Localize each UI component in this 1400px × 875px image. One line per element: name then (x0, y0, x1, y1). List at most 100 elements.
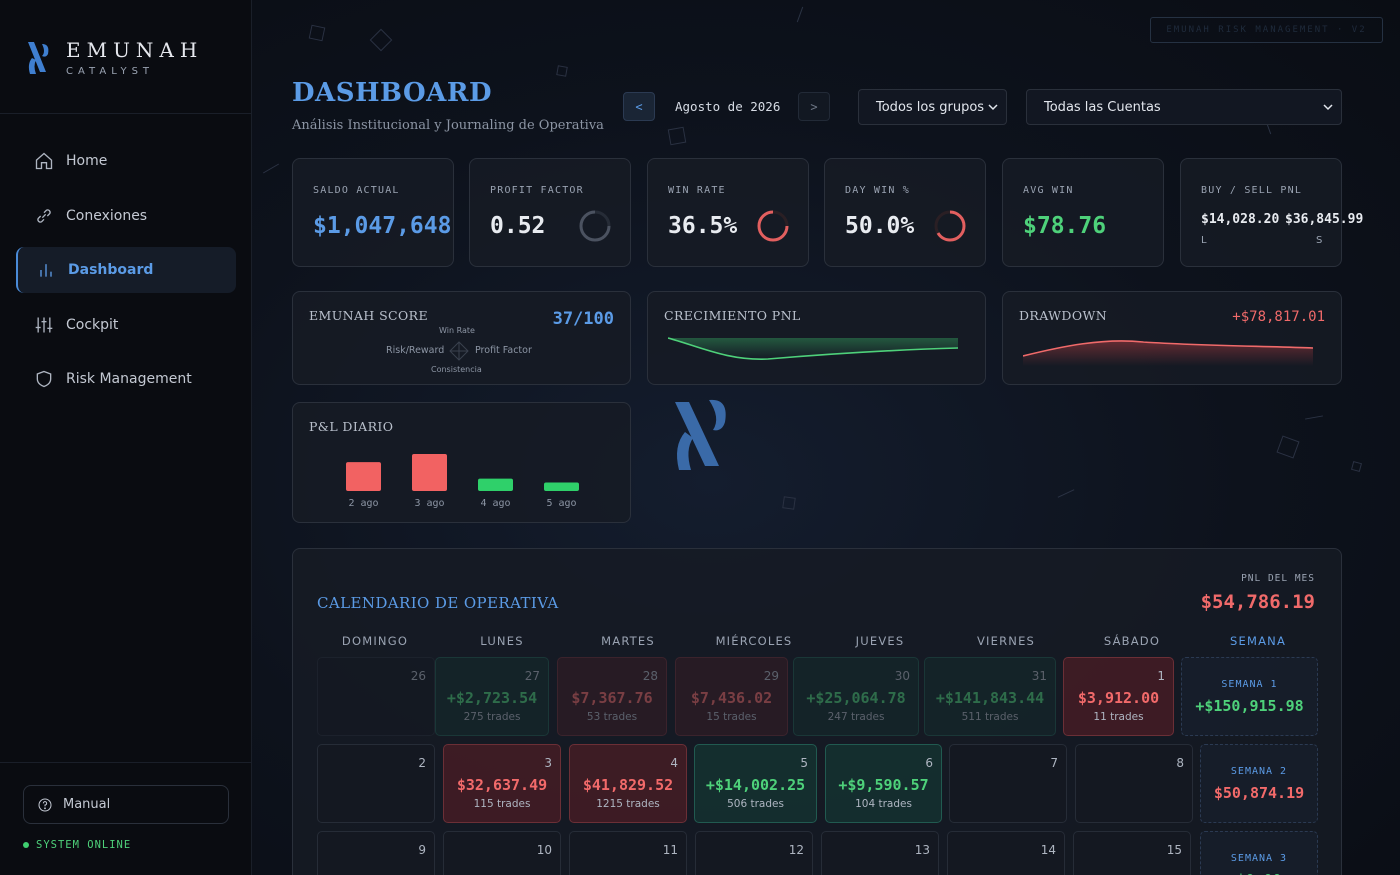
kpi-value: 0.52 (490, 213, 546, 239)
calendar-day[interactable]: 7 (949, 744, 1067, 823)
calendar-day-trades: 115 trades (473, 798, 531, 810)
calendar-day-pnl: $3,912.00 (1077, 689, 1160, 707)
week-summary: SEMANA 1 +$150,915.98 (1181, 657, 1318, 736)
week-summary-label: SEMANA 2 (1230, 766, 1288, 777)
kpi-card-avg-win: AVG WIN $78.76 (1002, 158, 1164, 267)
radar-chart (449, 341, 469, 361)
drawdown-sparkline (1023, 340, 1314, 366)
calendar-day-number: 12 (788, 843, 804, 857)
calendar-day-pnl: $32,637.49 (456, 776, 548, 794)
sidebar-item-label: Cockpit (66, 316, 119, 333)
calendar-day-trades: 104 trades (855, 798, 912, 810)
sidebar-item-risk-management[interactable]: Risk Management (16, 356, 236, 402)
calendar-day-trades: 247 trades (827, 711, 885, 723)
next-month-button[interactable]: > (798, 92, 830, 121)
calendar-day-number: 28 (642, 669, 658, 683)
background-decoration (1350, 460, 1363, 473)
calendar-day[interactable]: 14 (947, 831, 1065, 875)
calendar-day-number: 3 (544, 756, 552, 770)
bar-chart-icon (40, 264, 52, 277)
calendar-day[interactable]: 15 (1073, 831, 1191, 875)
calendar-day[interactable]: 9 (317, 831, 435, 875)
accounts-select[interactable]: Todas las Cuentas (1026, 89, 1342, 125)
weekday-header: LUNES (480, 634, 524, 648)
buy-tag: L (1201, 235, 1207, 246)
calendar-day-number: 7 (1050, 756, 1058, 770)
system-status-label: SYSTEM ONLINE (36, 839, 132, 851)
calendar-day[interactable]: 11 (569, 831, 687, 875)
daily-pnl-title: P&L DIARIO (309, 419, 394, 434)
daily-pnl-tick-label: 4 ago (480, 498, 510, 509)
background-decoration (782, 496, 796, 510)
weekday-header: MIÉRCOLES (715, 634, 793, 648)
calendar-day[interactable]: 6 +$9,590.57 104 trades (825, 744, 942, 823)
sidebar-item-home[interactable]: Home (16, 138, 236, 184)
sidebar: EMUNAH CATALYST Home Conexiones Dashboar… (0, 0, 252, 875)
calendar-day-number: 11 (662, 843, 678, 857)
calendar-day[interactable]: 8 (1075, 744, 1193, 823)
background-decoration (308, 24, 326, 42)
kpi-label: SALDO ACTUAL (313, 185, 400, 196)
daily-pnl-bar[interactable] (478, 478, 513, 491)
sidebar-item-dashboard[interactable]: Dashboard (16, 247, 236, 293)
week-summary-value: +$150,915.98 (1195, 697, 1304, 715)
groups-select[interactable]: Todos los grupos (858, 89, 1007, 125)
background-decoration (262, 163, 280, 174)
calendar-day[interactable]: 10 (443, 831, 561, 875)
daily-pnl-bar[interactable] (346, 462, 381, 491)
kpi-card-buy-sell-pnl: BUY / SELL PNL $14,028.20 $36,845.99 L S (1180, 158, 1363, 267)
daily-pnl-bar[interactable] (544, 482, 579, 491)
kpi-value: 36.5% (668, 213, 738, 239)
calendar-day-trades: 11 trades (1093, 711, 1144, 723)
status-dot (23, 842, 29, 848)
shield-icon (36, 370, 52, 388)
calendar-day[interactable]: 2 (317, 744, 435, 823)
week-summary: SEMANA 3 $0.00 (1200, 831, 1318, 875)
main-content: EMUNAH RISK MANAGEMENT · V2 DASHBOARD An… (252, 0, 1400, 875)
calendar-day-trades: 506 trades (727, 798, 784, 810)
daily-pnl-tick-label: 5 ago (546, 498, 576, 509)
page-subtitle: Análisis Institucional y Journaling de O… (292, 118, 604, 133)
calendar-day-pnl: +$2,723.54 (446, 689, 538, 707)
kpi-label: WIN RATE (668, 185, 726, 196)
calendar-day[interactable]: 26 (317, 657, 435, 736)
kpi-card-balance: SALDO ACTUAL $1,047,648.1 (292, 158, 454, 267)
radar-axis-label: Consistencia (431, 365, 482, 374)
calendar-day[interactable]: 29 $7,436.02 15 trades (675, 657, 788, 736)
week-summary-value: $0.00 (1201, 871, 1317, 875)
calendar-day-trades: 53 trades (586, 711, 638, 723)
weekday-header: SÁBADO (1103, 634, 1161, 648)
previous-month-button[interactable]: < (623, 92, 655, 121)
calendar-day-trades: 275 trades (463, 711, 521, 723)
brand[interactable]: EMUNAH CATALYST (24, 36, 197, 80)
calendar-day[interactable]: 1 $3,912.00 11 trades (1063, 657, 1174, 736)
calendar-day[interactable]: 13 (821, 831, 939, 875)
manual-button[interactable]: Manual (23, 785, 229, 824)
calendar-day[interactable]: 30 +$25,064.78 247 trades (793, 657, 919, 736)
calendar-day-number: 13 (914, 843, 930, 857)
daily-pnl-bar[interactable] (412, 454, 447, 491)
sell-pnl-value: $36,845.99 (1285, 212, 1364, 227)
sidebar-item-label: Conexiones (66, 207, 148, 224)
emunah-score-value: 37/100 (552, 309, 614, 329)
calendar-day[interactable]: 27 +$2,723.54 275 trades (435, 657, 549, 736)
drawdown-card: DRAWDOWN +$78,817.01 (1002, 291, 1342, 385)
calendar-day[interactable]: 5 +$14,002.25 506 trades (694, 744, 817, 823)
calendar-day[interactable]: 28 $7,367.76 53 trades (557, 657, 667, 736)
sidebar-item-cockpit[interactable]: Cockpit (16, 302, 236, 348)
sidebar-item-conexiones[interactable]: Conexiones (16, 193, 236, 239)
calendar-day[interactable]: 4 $41,829.52 1215 trades (569, 744, 687, 823)
background-decoration (796, 6, 804, 23)
drawdown-value: +$78,817.01 (1232, 309, 1325, 325)
sidebar-item-label: Risk Management (66, 371, 192, 387)
weekday-header: VIERNES (976, 634, 1036, 648)
calendar-day-number: 31 (1031, 669, 1047, 683)
calendar-day[interactable]: 12 (695, 831, 813, 875)
calendar-day[interactable]: 31 +$141,843.44 511 trades (924, 657, 1056, 736)
calendar-day-number: 27 (524, 669, 540, 683)
sliders-icon (35, 317, 53, 332)
calendar-card: CALENDARIO DE OPERATIVA PNL DEL MES $54,… (292, 548, 1342, 875)
background-decoration (1057, 489, 1075, 498)
calendar-day[interactable]: 3 $32,637.49 115 trades (443, 744, 561, 823)
pnl-growth-sparkline (668, 337, 959, 360)
